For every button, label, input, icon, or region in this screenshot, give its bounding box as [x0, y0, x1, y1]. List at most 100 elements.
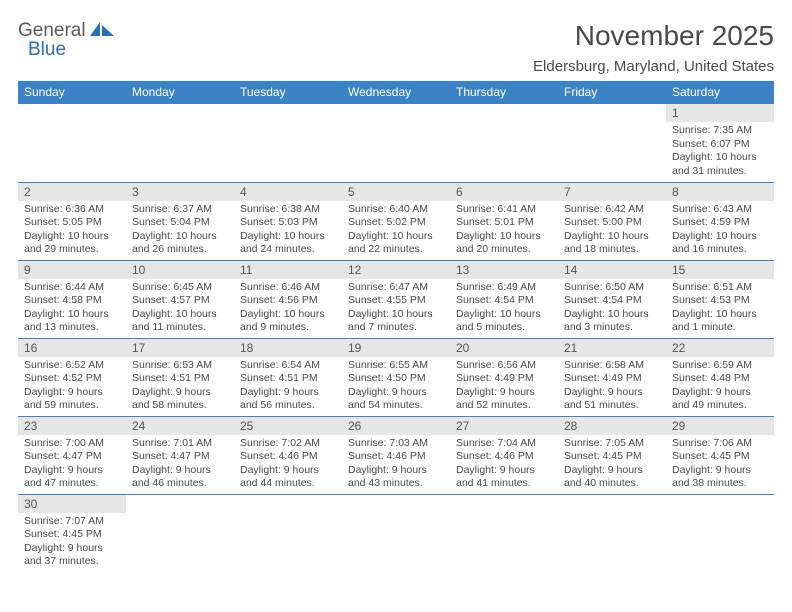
day-number: 16	[18, 339, 126, 357]
calendar-cell: 17Sunrise: 6:53 AMSunset: 4:51 PMDayligh…	[126, 338, 234, 416]
day-number: 2	[18, 183, 126, 201]
day-details: Sunrise: 7:00 AMSunset: 4:47 PMDaylight:…	[18, 435, 126, 493]
calendar-cell: 29Sunrise: 7:06 AMSunset: 4:45 PMDayligh…	[666, 416, 774, 494]
sunrise-line: Sunrise: 6:43 AM	[672, 203, 768, 216]
daylight-line: Daylight: 9 hours and 54 minutes.	[348, 386, 444, 413]
calendar-cell	[234, 494, 342, 572]
day-details: Sunrise: 6:38 AMSunset: 5:03 PMDaylight:…	[234, 201, 342, 259]
col-tuesday: Tuesday	[234, 81, 342, 104]
daylight-line: Daylight: 9 hours and 38 minutes.	[672, 464, 768, 491]
calendar-cell	[342, 104, 450, 182]
sunset-line: Sunset: 4:51 PM	[240, 372, 336, 385]
sunrise-line: Sunrise: 6:44 AM	[24, 281, 120, 294]
day-number: 27	[450, 417, 558, 435]
sunset-line: Sunset: 4:46 PM	[456, 450, 552, 463]
logo-sail-icon	[90, 20, 116, 38]
calendar-cell	[126, 494, 234, 572]
calendar-cell	[450, 494, 558, 572]
sunrise-line: Sunrise: 7:05 AM	[564, 437, 660, 450]
calendar-cell	[18, 104, 126, 182]
daylight-line: Daylight: 10 hours and 22 minutes.	[348, 230, 444, 257]
day-details: Sunrise: 6:46 AMSunset: 4:56 PMDaylight:…	[234, 279, 342, 337]
daylight-line: Daylight: 10 hours and 13 minutes.	[24, 308, 120, 335]
sunrise-line: Sunrise: 6:46 AM	[240, 281, 336, 294]
daylight-line: Daylight: 9 hours and 43 minutes.	[348, 464, 444, 491]
day-number: 19	[342, 339, 450, 357]
sunset-line: Sunset: 4:56 PM	[240, 294, 336, 307]
day-details: Sunrise: 6:52 AMSunset: 4:52 PMDaylight:…	[18, 357, 126, 415]
sunrise-line: Sunrise: 6:55 AM	[348, 359, 444, 372]
sunset-line: Sunset: 5:05 PM	[24, 216, 120, 229]
sunrise-line: Sunrise: 6:50 AM	[564, 281, 660, 294]
sunrise-line: Sunrise: 6:51 AM	[672, 281, 768, 294]
calendar-cell: 18Sunrise: 6:54 AMSunset: 4:51 PMDayligh…	[234, 338, 342, 416]
day-number: 28	[558, 417, 666, 435]
daylight-line: Daylight: 9 hours and 40 minutes.	[564, 464, 660, 491]
sunrise-line: Sunrise: 6:54 AM	[240, 359, 336, 372]
calendar-cell	[450, 104, 558, 182]
calendar-row: 1Sunrise: 7:35 AMSunset: 6:07 PMDaylight…	[18, 104, 774, 182]
sunrise-line: Sunrise: 7:07 AM	[24, 515, 120, 528]
daylight-line: Daylight: 10 hours and 29 minutes.	[24, 230, 120, 257]
col-monday: Monday	[126, 81, 234, 104]
day-details: Sunrise: 6:37 AMSunset: 5:04 PMDaylight:…	[126, 201, 234, 259]
daylight-line: Daylight: 9 hours and 59 minutes.	[24, 386, 120, 413]
sunrise-line: Sunrise: 6:38 AM	[240, 203, 336, 216]
daylight-line: Daylight: 10 hours and 18 minutes.	[564, 230, 660, 257]
calendar-cell: 6Sunrise: 6:41 AMSunset: 5:01 PMDaylight…	[450, 182, 558, 260]
daylight-line: Daylight: 10 hours and 7 minutes.	[348, 308, 444, 335]
day-number: 9	[18, 261, 126, 279]
day-details: Sunrise: 7:03 AMSunset: 4:46 PMDaylight:…	[342, 435, 450, 493]
calendar-row: 9Sunrise: 6:44 AMSunset: 4:58 PMDaylight…	[18, 260, 774, 338]
calendar-cell: 9Sunrise: 6:44 AMSunset: 4:58 PMDaylight…	[18, 260, 126, 338]
daylight-line: Daylight: 10 hours and 9 minutes.	[240, 308, 336, 335]
sunrise-line: Sunrise: 6:56 AM	[456, 359, 552, 372]
daylight-line: Daylight: 9 hours and 58 minutes.	[132, 386, 228, 413]
calendar-cell: 14Sunrise: 6:50 AMSunset: 4:54 PMDayligh…	[558, 260, 666, 338]
daylight-line: Daylight: 9 hours and 52 minutes.	[456, 386, 552, 413]
day-details: Sunrise: 6:56 AMSunset: 4:49 PMDaylight:…	[450, 357, 558, 415]
day-details: Sunrise: 7:35 AMSunset: 6:07 PMDaylight:…	[666, 122, 774, 180]
sunrise-line: Sunrise: 6:49 AM	[456, 281, 552, 294]
day-number: 10	[126, 261, 234, 279]
day-details: Sunrise: 7:01 AMSunset: 4:47 PMDaylight:…	[126, 435, 234, 493]
calendar-cell: 13Sunrise: 6:49 AMSunset: 4:54 PMDayligh…	[450, 260, 558, 338]
sunset-line: Sunset: 4:48 PM	[672, 372, 768, 385]
sunset-line: Sunset: 4:52 PM	[24, 372, 120, 385]
calendar-cell: 8Sunrise: 6:43 AMSunset: 4:59 PMDaylight…	[666, 182, 774, 260]
calendar-cell: 16Sunrise: 6:52 AMSunset: 4:52 PMDayligh…	[18, 338, 126, 416]
sunset-line: Sunset: 4:49 PM	[456, 372, 552, 385]
daylight-line: Daylight: 9 hours and 41 minutes.	[456, 464, 552, 491]
col-sunday: Sunday	[18, 81, 126, 104]
sunrise-line: Sunrise: 6:45 AM	[132, 281, 228, 294]
calendar-cell: 11Sunrise: 6:46 AMSunset: 4:56 PMDayligh…	[234, 260, 342, 338]
day-number: 21	[558, 339, 666, 357]
day-number: 3	[126, 183, 234, 201]
day-number: 15	[666, 261, 774, 279]
calendar-cell: 15Sunrise: 6:51 AMSunset: 4:53 PMDayligh…	[666, 260, 774, 338]
calendar-row: 23Sunrise: 7:00 AMSunset: 4:47 PMDayligh…	[18, 416, 774, 494]
day-details: Sunrise: 7:04 AMSunset: 4:46 PMDaylight:…	[450, 435, 558, 493]
sunrise-line: Sunrise: 7:04 AM	[456, 437, 552, 450]
calendar-cell: 22Sunrise: 6:59 AMSunset: 4:48 PMDayligh…	[666, 338, 774, 416]
day-number: 20	[450, 339, 558, 357]
sunset-line: Sunset: 5:01 PM	[456, 216, 552, 229]
day-details: Sunrise: 6:53 AMSunset: 4:51 PMDaylight:…	[126, 357, 234, 415]
sunrise-line: Sunrise: 6:42 AM	[564, 203, 660, 216]
day-number: 18	[234, 339, 342, 357]
sunrise-line: Sunrise: 6:36 AM	[24, 203, 120, 216]
calendar-cell	[126, 104, 234, 182]
sunrise-line: Sunrise: 6:47 AM	[348, 281, 444, 294]
day-number: 23	[18, 417, 126, 435]
sunrise-line: Sunrise: 6:41 AM	[456, 203, 552, 216]
calendar-table: Sunday Monday Tuesday Wednesday Thursday…	[18, 81, 774, 572]
day-number: 5	[342, 183, 450, 201]
calendar-row: 16Sunrise: 6:52 AMSunset: 4:52 PMDayligh…	[18, 338, 774, 416]
calendar-cell: 27Sunrise: 7:04 AMSunset: 4:46 PMDayligh…	[450, 416, 558, 494]
day-number: 25	[234, 417, 342, 435]
day-details: Sunrise: 6:49 AMSunset: 4:54 PMDaylight:…	[450, 279, 558, 337]
sunset-line: Sunset: 5:00 PM	[564, 216, 660, 229]
sunrise-line: Sunrise: 7:00 AM	[24, 437, 120, 450]
sunset-line: Sunset: 4:54 PM	[456, 294, 552, 307]
day-number: 29	[666, 417, 774, 435]
